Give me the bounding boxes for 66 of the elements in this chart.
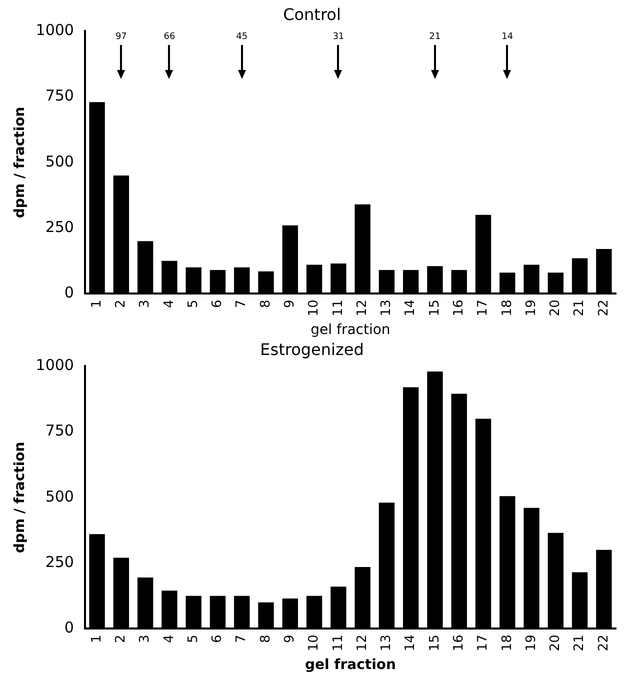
y-axis-title: dpm / fraction (12, 106, 28, 218)
x-axis-title: gel fraction (304, 657, 396, 674)
x-tick-label: 16 (451, 634, 466, 652)
x-tick-label: 17 (476, 634, 491, 652)
x-tick-label: 7 (234, 634, 250, 643)
x-tick-label: 4 (162, 634, 177, 643)
x-tick-label: 12 (354, 634, 370, 652)
y-tick-label: 500 (45, 487, 74, 506)
annotation: 21 (429, 32, 441, 42)
x-tick-label: 6 (210, 634, 226, 643)
x-tick-label: 17 (476, 300, 491, 316)
x-tick-label: 22 (596, 634, 612, 652)
x-tick-label: 9 (282, 300, 298, 308)
x-tick-label: 18 (500, 634, 515, 652)
x-tick-label: 20 (548, 634, 564, 652)
x-tick-label: 1 (89, 300, 104, 308)
x-tick-label: 14 (403, 634, 418, 652)
x-tick-label: 11 (330, 634, 346, 652)
y-tick-label: 500 (45, 152, 74, 170)
x-tick-label: 11 (330, 300, 346, 316)
annotation: 45 (236, 32, 248, 42)
x-tick-label: 8 (258, 300, 274, 308)
x-tick-label: 18 (500, 300, 515, 316)
x-tick-label: 21 (572, 300, 588, 316)
x-tick-label: 3 (138, 634, 153, 643)
x-tick-label: 19 (524, 300, 539, 316)
x-tick-label: 14 (403, 300, 418, 316)
annotation: 66 (164, 32, 176, 42)
annotation: 14 (502, 32, 514, 42)
chart-title: Estrogenized (260, 340, 364, 359)
annotation: 31 (332, 32, 344, 42)
x-tick-label: 10 (306, 300, 322, 316)
y-tick-label: 750 (45, 86, 74, 105)
x-tick-label: 13 (379, 300, 394, 316)
x-tick-label: 5 (186, 634, 201, 643)
x-tick-label: 8 (258, 634, 274, 643)
x-tick-label: 13 (379, 634, 394, 652)
x-tick-label: 4 (162, 300, 177, 308)
x-tick-label: 7 (234, 300, 250, 308)
x-tick-label: 9 (282, 634, 298, 643)
y-tick-label: 750 (45, 422, 74, 440)
y-tick-label: 1000 (36, 356, 74, 374)
x-tick-label: 16 (451, 300, 466, 316)
x-tick-label: 2 (114, 300, 129, 308)
y-tick-label: 0 (64, 284, 74, 302)
x-tick-label: 19 (524, 634, 539, 652)
chart-title: Control (283, 4, 341, 24)
annotation: 97 (115, 32, 127, 42)
y-tick-label: 1000 (36, 21, 74, 40)
x-tick-label: 12 (354, 300, 370, 316)
x-tick-label: 1 (89, 634, 104, 643)
x-tick-label: 15 (427, 300, 442, 316)
y-tick-label: 250 (45, 552, 74, 571)
x-tick-label: 10 (306, 634, 322, 652)
x-tick-label: 22 (596, 300, 612, 316)
y-axis-title: dpm / fraction (12, 442, 28, 554)
y-tick-label: 0 (64, 618, 74, 637)
x-tick-label: 20 (548, 300, 564, 316)
x-tick-label: 21 (572, 634, 588, 652)
y-tick-label: 250 (45, 218, 74, 236)
x-tick-label: 15 (427, 634, 442, 652)
x-tick-label: 2 (114, 634, 129, 643)
x-tick-label: 6 (210, 300, 226, 308)
x-axis-title: gel fraction (310, 322, 390, 338)
x-tick-label: 3 (138, 300, 153, 308)
x-tick-label: 5 (186, 300, 201, 308)
